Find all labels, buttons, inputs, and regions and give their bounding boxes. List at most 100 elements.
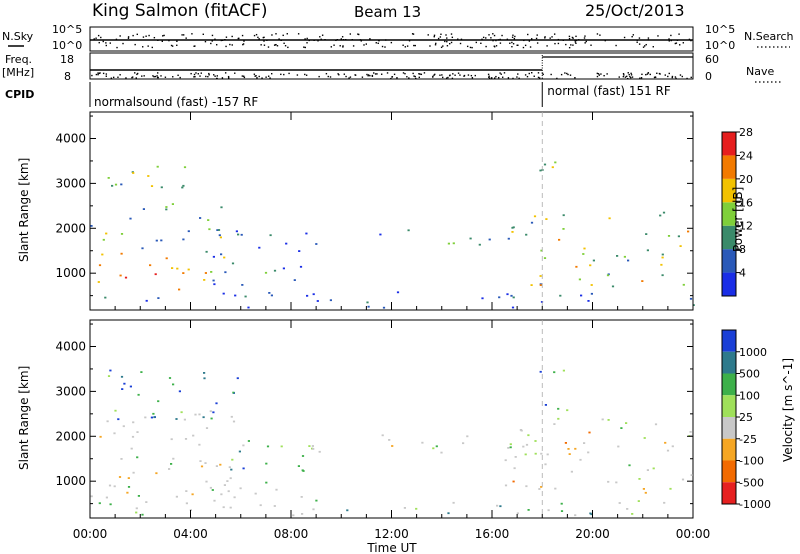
noise-search-dot	[450, 33, 453, 35]
velocity-cell	[388, 439, 391, 441]
velocity-colorbar-swatch	[722, 373, 736, 396]
velocity-cell	[175, 418, 178, 420]
nave-dot	[337, 73, 339, 75]
velocity-cell	[136, 431, 139, 433]
velocity-cell	[512, 480, 515, 483]
noise-search-dot	[303, 46, 305, 48]
velocity-cell	[615, 481, 618, 484]
nave-dot	[99, 72, 101, 74]
noise-search-dot	[363, 44, 365, 46]
velocity-cell	[153, 416, 156, 419]
nave-dot	[164, 76, 167, 78]
velocity-cell	[513, 467, 516, 470]
power-cell	[223, 256, 226, 259]
noise-search-dot	[335, 39, 337, 42]
power-colorbar-label: Power [dB]	[731, 187, 745, 252]
power-cell	[447, 242, 450, 245]
noise-search-dot	[584, 42, 586, 44]
noise-search-dot	[255, 33, 258, 36]
velocity-cell	[516, 512, 519, 515]
noise-search-dot	[153, 36, 156, 39]
power-cell	[512, 296, 515, 299]
noise-search-dot	[568, 37, 571, 40]
velocity-cell	[625, 422, 628, 424]
velocity-cell	[132, 421, 135, 424]
power-cell	[235, 230, 238, 233]
velocity-cell	[617, 445, 620, 448]
noise-search-dot	[147, 45, 149, 47]
power-cell	[616, 255, 619, 257]
noise-search-dot	[357, 33, 359, 35]
noise-search-dot	[411, 33, 414, 35]
noise-search-dot	[151, 46, 153, 49]
velocity-cell	[172, 457, 175, 460]
nave-dot	[373, 72, 375, 74]
power-cell	[150, 185, 154, 187]
nave-dot	[497, 76, 500, 79]
power-colorbar-swatch	[722, 132, 736, 156]
power-cell	[120, 233, 124, 235]
velocity-cell	[259, 504, 262, 507]
noise-search-dot	[262, 36, 265, 39]
power-cell	[231, 262, 235, 265]
velocity-cell	[654, 423, 658, 426]
nave-dot	[434, 73, 436, 76]
power-panel: 1000 2000 3000 4000	[55, 111, 695, 311]
velocity-cell	[130, 447, 133, 450]
velocity-colorbar-tick-label: 1000	[739, 346, 767, 359]
noise-search-dot	[221, 39, 224, 41]
noise-tick-right-high: 10^5	[705, 23, 735, 36]
nave-dot	[423, 72, 426, 74]
velocity-cell	[583, 442, 586, 444]
nave-dot	[412, 72, 414, 75]
power-colorbar-swatch	[722, 202, 736, 226]
nave-dot	[227, 77, 230, 79]
noise-search-dot	[657, 35, 659, 37]
freq-marks	[90, 55, 693, 80]
velocity-cell	[136, 456, 139, 459]
nave-dot	[641, 73, 643, 76]
power-cell	[213, 283, 216, 286]
power-cell	[316, 300, 319, 302]
nave-dot	[649, 73, 651, 76]
noise-search-dot	[414, 44, 416, 47]
nave-dot	[448, 74, 451, 77]
noise-search-dot	[304, 38, 306, 40]
noise-search-dot	[161, 40, 164, 43]
nave-dot	[207, 75, 209, 78]
nave-dot	[451, 77, 454, 80]
nave-dot	[690, 76, 692, 79]
power-cell	[623, 255, 626, 258]
velocity-cell	[220, 493, 223, 496]
nave-dot	[488, 76, 490, 79]
power-cell	[217, 229, 221, 231]
power-cell	[382, 306, 386, 309]
nave-dot	[265, 76, 267, 78]
nave-dot	[658, 72, 661, 75]
power-cell	[273, 269, 277, 272]
power-cell	[222, 292, 225, 295]
noise-search-dot	[176, 44, 178, 47]
nave-dot	[686, 77, 688, 80]
velocity-cell	[553, 371, 556, 374]
nave-dot	[241, 75, 244, 77]
power-cell	[270, 294, 273, 297]
velocity-cell	[232, 420, 236, 423]
power-cell	[132, 172, 135, 174]
velocity-cell	[152, 412, 155, 415]
power-cell	[306, 294, 309, 297]
noise-search-dot	[349, 33, 352, 35]
velocity-cell	[557, 417, 560, 420]
velocity-cell	[109, 503, 112, 506]
velocity-cell	[120, 458, 123, 460]
velocity-cell	[618, 502, 621, 504]
noise-search-dot	[642, 46, 645, 48]
nave-dot	[528, 72, 530, 75]
power-cell	[171, 203, 174, 205]
power-cell	[102, 238, 105, 241]
velocity-cell	[579, 458, 582, 461]
power-cell	[157, 297, 160, 299]
nave-dot	[193, 73, 196, 76]
power-cell	[149, 264, 152, 267]
noise-search-dot	[359, 39, 362, 41]
